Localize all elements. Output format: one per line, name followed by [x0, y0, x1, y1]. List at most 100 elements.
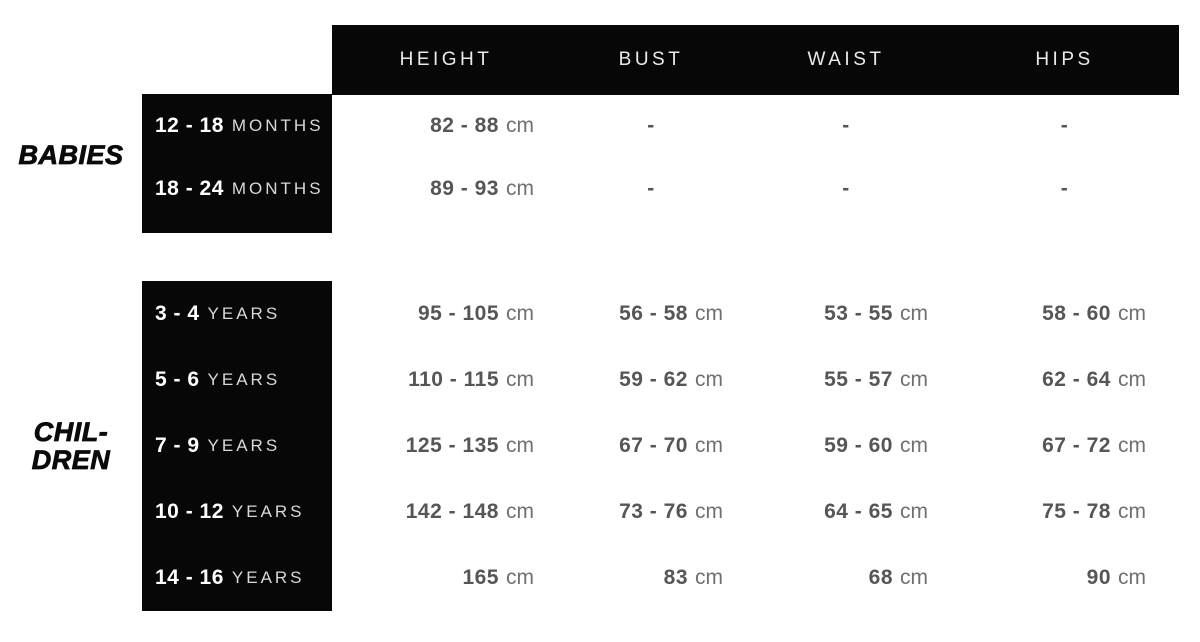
children-data-grid: 95 - 105 cm 56 - 58 cm 53 - 55 cm 58 - 60 cm… [332, 281, 1179, 611]
measure-unit: cm [1118, 566, 1146, 589]
measure-value: 165 [462, 566, 499, 589]
table-row: 110 - 115 cm 59 - 62 cm 55 - 57 cm 62 - 64 c… [332, 347, 1179, 413]
waist-cell: - [742, 158, 950, 222]
measure-value: 73 - 76 [619, 500, 688, 523]
hips-cell: 67 - 72 cm [950, 413, 1179, 479]
age-range: 5 - 6 [155, 368, 200, 391]
measure-unit: cm [900, 302, 928, 325]
height-cell: 82 - 88 cm [332, 94, 560, 158]
measure-unit: cm [506, 368, 534, 391]
height-cell: 110 - 115 cm [332, 347, 560, 413]
height-cell: 95 - 105 cm [332, 281, 560, 347]
measure-value: - [647, 177, 655, 201]
age-range: 12 - 18 [155, 113, 224, 137]
bust-cell: - [560, 94, 742, 158]
bust-cell: 73 - 76 cm [560, 479, 742, 545]
measure-value: 59 - 62 [619, 368, 688, 391]
measure-value: 125 - 135 [405, 434, 499, 457]
measure-unit: cm [506, 566, 534, 589]
measure-unit: cm [695, 500, 723, 523]
column-header-height: HEIGHT [399, 49, 493, 70]
table-header-bar: HEIGHT BUST WAIST HIPS [332, 25, 1179, 95]
measure-value: - [842, 177, 850, 201]
age-row-3-4-years: 3 - 4 YEARS [142, 281, 332, 347]
hips-cell: - [950, 158, 1179, 222]
measure-value: - [842, 113, 850, 137]
height-cell: 89 - 93 cm [332, 158, 560, 222]
age-unit-label: YEARS [207, 436, 281, 455]
measure-unit: cm [1118, 434, 1146, 457]
age-row-10-12-years: 10 - 12 YEARS [142, 479, 332, 545]
babies-age-box: 12 - 18 MONTHS 18 - 24 MONTHS [142, 94, 332, 233]
hips-cell: 75 - 78 cm [950, 479, 1179, 545]
measure-value: 67 - 70 [619, 434, 688, 457]
measure-unit: cm [506, 113, 534, 137]
measure-value: 68 [868, 566, 893, 589]
age-range: 7 - 9 [155, 434, 200, 457]
measure-value: 83 [663, 566, 688, 589]
measure-unit: cm [900, 566, 928, 589]
column-header-hips: HIPS [1035, 49, 1094, 70]
measure-value: 89 - 93 [430, 177, 499, 201]
section-label-babies: BABIES [0, 94, 142, 233]
measure-unit: cm [506, 434, 534, 457]
measure-unit: cm [695, 434, 723, 457]
age-unit-label: YEARS [207, 304, 281, 323]
measure-value: - [1060, 177, 1069, 201]
measure-unit: cm [695, 566, 723, 589]
measure-unit: cm [506, 500, 534, 523]
age-range: 14 - 16 [155, 566, 224, 589]
measure-value: - [1060, 113, 1069, 137]
bust-cell: 59 - 62 cm [560, 347, 742, 413]
measure-value: 55 - 57 [824, 368, 893, 391]
age-unit-label: YEARS [207, 370, 281, 389]
waist-cell: 59 - 60 cm [742, 413, 950, 479]
section-label-line: CHIL- [33, 417, 109, 447]
measure-value: 59 - 60 [824, 434, 893, 457]
measure-value: 75 - 78 [1042, 500, 1111, 523]
section-label-line: BABIES [18, 139, 124, 170]
measure-value: 62 - 64 [1042, 368, 1111, 391]
age-range: 3 - 4 [155, 302, 200, 325]
measure-unit: cm [1118, 368, 1146, 391]
measure-value: 142 - 148 [405, 500, 499, 523]
section-label-line: DREN [31, 445, 111, 475]
waist-cell: - [742, 94, 950, 158]
measure-unit: cm [506, 302, 534, 325]
waist-cell: 64 - 65 cm [742, 479, 950, 545]
table-row: 89 - 93 cm - - - [332, 158, 1179, 222]
section-label-children: CHIL- DREN [0, 281, 142, 611]
measure-unit: cm [900, 434, 928, 457]
children-age-box: 3 - 4 YEARS 5 - 6 YEARS 7 - 9 YEARS 10 -… [142, 281, 332, 611]
bust-cell: - [560, 158, 742, 222]
waist-cell: 53 - 55 cm [742, 281, 950, 347]
bust-cell: 67 - 70 cm [560, 413, 742, 479]
bust-cell: 56 - 58 cm [560, 281, 742, 347]
measure-value: 90 [1086, 566, 1111, 589]
hips-cell: - [950, 94, 1179, 158]
table-row: 95 - 105 cm 56 - 58 cm 53 - 55 cm 58 - 60 cm [332, 281, 1179, 347]
hips-cell: 62 - 64 cm [950, 347, 1179, 413]
hips-cell: 90 cm [950, 545, 1179, 611]
measure-unit: cm [695, 302, 723, 325]
measure-value: 67 - 72 [1042, 434, 1111, 457]
age-row-12-18-months: 12 - 18 MONTHS [142, 94, 332, 158]
measure-value: 95 - 105 [417, 302, 499, 325]
measure-unit: cm [506, 177, 534, 201]
measure-value: 58 - 60 [1042, 302, 1111, 325]
column-header-waist: WAIST [807, 49, 885, 70]
table-row: 142 - 148 cm 73 - 76 cm 64 - 65 cm 75 - 78 c… [332, 479, 1179, 545]
measure-unit: cm [1118, 302, 1146, 325]
age-unit-label: YEARS [231, 502, 305, 521]
hips-cell: 58 - 60 cm [950, 281, 1179, 347]
height-cell: 142 - 148 cm [332, 479, 560, 545]
age-unit-label: YEARS [231, 568, 305, 587]
measure-unit: cm [695, 368, 723, 391]
age-unit-label: MONTHS [231, 115, 324, 135]
age-row-14-16-years: 14 - 16 YEARS [142, 545, 332, 611]
babies-data-grid: 82 - 88 cm - - - 89 - 93 cm - - - [332, 94, 1179, 233]
table-row: 165 cm 83 cm 68 cm 90 cm [332, 545, 1179, 611]
age-row-5-6-years: 5 - 6 YEARS [142, 347, 332, 413]
age-range: 18 - 24 [155, 177, 224, 201]
